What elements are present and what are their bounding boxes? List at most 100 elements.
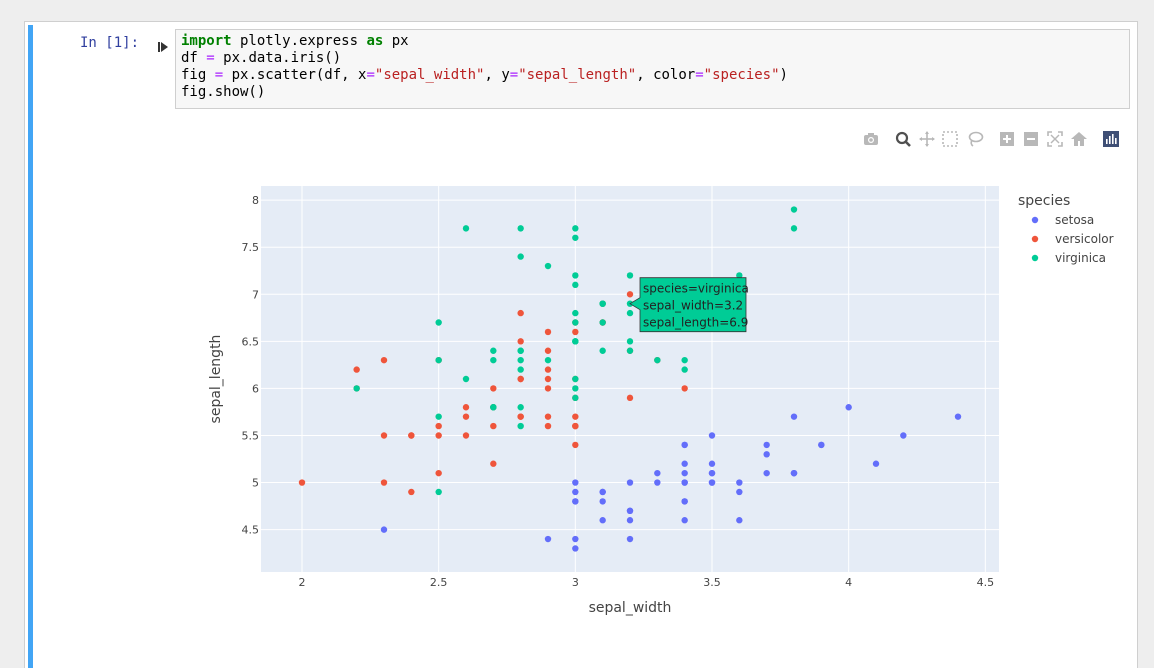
data-point-versicolor[interactable] bbox=[544, 347, 552, 354]
data-point-setosa[interactable] bbox=[763, 469, 770, 477]
data-point-virginica[interactable] bbox=[462, 375, 470, 383]
data-point-virginica[interactable] bbox=[572, 225, 579, 232]
data-point-virginica[interactable] bbox=[626, 272, 634, 279]
data-point-virginica[interactable] bbox=[353, 385, 360, 392]
data-point-versicolor[interactable] bbox=[572, 441, 579, 449]
legend-marker-versicolor[interactable] bbox=[1031, 235, 1039, 243]
data-point-setosa[interactable] bbox=[708, 469, 716, 477]
data-point-virginica[interactable] bbox=[572, 394, 579, 402]
data-point-setosa[interactable] bbox=[572, 545, 579, 552]
data-point-setosa[interactable] bbox=[681, 460, 688, 467]
data-point-virginica[interactable] bbox=[544, 356, 552, 364]
data-point-virginica[interactable] bbox=[572, 385, 579, 392]
data-point-versicolor[interactable] bbox=[681, 385, 688, 392]
data-point-versicolor[interactable] bbox=[408, 432, 415, 439]
data-point-setosa[interactable] bbox=[736, 488, 743, 496]
data-point-setosa[interactable] bbox=[681, 517, 688, 524]
data-point-virginica[interactable] bbox=[626, 309, 634, 317]
data-point-setosa[interactable] bbox=[626, 535, 634, 543]
data-point-setosa[interactable] bbox=[626, 479, 634, 486]
data-point-virginica[interactable] bbox=[490, 404, 497, 411]
lasso-icon[interactable] bbox=[966, 130, 984, 148]
data-point-versicolor[interactable] bbox=[626, 291, 634, 298]
data-point-versicolor[interactable] bbox=[462, 404, 470, 411]
data-point-setosa[interactable] bbox=[954, 413, 962, 420]
data-point-virginica[interactable] bbox=[435, 413, 442, 420]
legend-label-versicolor[interactable]: versicolor bbox=[1055, 232, 1114, 246]
data-point-virginica[interactable] bbox=[517, 422, 524, 430]
data-point-versicolor[interactable] bbox=[298, 479, 306, 486]
data-point-versicolor[interactable] bbox=[353, 366, 360, 373]
data-point-versicolor[interactable] bbox=[572, 328, 579, 336]
data-point-virginica[interactable] bbox=[517, 347, 524, 354]
run-cell-icon[interactable] bbox=[157, 38, 169, 52]
data-point-virginica[interactable] bbox=[681, 356, 688, 364]
data-point-setosa[interactable] bbox=[654, 479, 661, 486]
data-point-versicolor[interactable] bbox=[490, 422, 497, 430]
data-point-versicolor[interactable] bbox=[517, 309, 524, 317]
data-point-virginica[interactable] bbox=[681, 366, 688, 373]
legend-label-setosa[interactable]: setosa bbox=[1055, 213, 1094, 227]
data-point-setosa[interactable] bbox=[736, 479, 743, 486]
data-point-virginica[interactable] bbox=[435, 319, 442, 326]
data-point-setosa[interactable] bbox=[845, 404, 852, 411]
data-point-virginica[interactable] bbox=[544, 262, 552, 270]
data-point-setosa[interactable] bbox=[572, 479, 579, 486]
camera-icon[interactable] bbox=[862, 130, 880, 148]
data-point-setosa[interactable] bbox=[599, 488, 606, 496]
legend-label-virginica[interactable]: virginica bbox=[1055, 251, 1106, 265]
data-point-versicolor[interactable] bbox=[626, 394, 634, 402]
data-point-setosa[interactable] bbox=[599, 517, 606, 524]
data-point-virginica[interactable] bbox=[572, 319, 579, 326]
data-point-versicolor[interactable] bbox=[490, 460, 497, 467]
data-point-virginica[interactable] bbox=[517, 253, 524, 260]
data-point-virginica[interactable] bbox=[517, 366, 524, 373]
data-point-versicolor[interactable] bbox=[544, 413, 552, 420]
data-point-versicolor[interactable] bbox=[435, 469, 442, 477]
data-point-setosa[interactable] bbox=[626, 517, 634, 524]
data-point-virginica[interactable] bbox=[572, 281, 579, 289]
data-point-virginica[interactable] bbox=[572, 309, 579, 317]
data-point-virginica[interactable] bbox=[490, 347, 497, 354]
data-point-virginica[interactable] bbox=[572, 338, 579, 345]
data-point-setosa[interactable] bbox=[544, 535, 552, 543]
data-point-virginica[interactable] bbox=[517, 404, 524, 411]
data-point-versicolor[interactable] bbox=[435, 432, 442, 439]
data-point-virginica[interactable] bbox=[462, 225, 470, 232]
data-point-versicolor[interactable] bbox=[380, 479, 388, 486]
box-select-icon[interactable] bbox=[941, 130, 959, 148]
pan-icon[interactable] bbox=[918, 130, 936, 148]
data-point-setosa[interactable] bbox=[763, 441, 770, 449]
data-point-setosa[interactable] bbox=[790, 469, 798, 477]
data-point-setosa[interactable] bbox=[572, 488, 579, 496]
plot-area[interactable] bbox=[261, 186, 999, 572]
data-point-setosa[interactable] bbox=[681, 469, 688, 477]
data-point-setosa[interactable] bbox=[763, 451, 770, 458]
data-point-setosa[interactable] bbox=[380, 526, 388, 533]
data-point-setosa[interactable] bbox=[736, 517, 743, 524]
data-point-virginica[interactable] bbox=[626, 338, 634, 345]
data-point-virginica[interactable] bbox=[572, 234, 579, 241]
data-point-setosa[interactable] bbox=[681, 441, 688, 449]
data-point-virginica[interactable] bbox=[790, 225, 798, 232]
data-point-virginica[interactable] bbox=[736, 272, 743, 279]
data-point-setosa[interactable] bbox=[681, 479, 688, 486]
data-point-setosa[interactable] bbox=[790, 413, 798, 420]
data-point-setosa[interactable] bbox=[708, 460, 716, 467]
data-point-setosa[interactable] bbox=[708, 479, 716, 486]
data-point-virginica[interactable] bbox=[599, 347, 606, 354]
data-point-versicolor[interactable] bbox=[544, 328, 552, 336]
data-point-virginica[interactable] bbox=[517, 356, 524, 364]
data-point-virginica[interactable] bbox=[599, 300, 606, 307]
data-point-virginica[interactable] bbox=[490, 356, 497, 364]
legend-marker-setosa[interactable] bbox=[1031, 216, 1039, 224]
data-point-versicolor[interactable] bbox=[380, 356, 388, 364]
data-point-versicolor[interactable] bbox=[572, 422, 579, 430]
data-point-setosa[interactable] bbox=[818, 441, 825, 449]
data-point-versicolor[interactable] bbox=[408, 488, 415, 496]
data-point-setosa[interactable] bbox=[872, 460, 880, 467]
data-point-setosa[interactable] bbox=[681, 498, 688, 505]
data-point-virginica[interactable] bbox=[626, 347, 634, 354]
autoscale-icon[interactable] bbox=[1046, 130, 1064, 148]
